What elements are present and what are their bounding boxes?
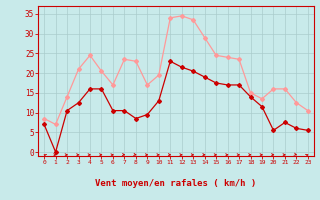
X-axis label: Vent moyen/en rafales ( km/h ): Vent moyen/en rafales ( km/h )	[95, 179, 257, 188]
